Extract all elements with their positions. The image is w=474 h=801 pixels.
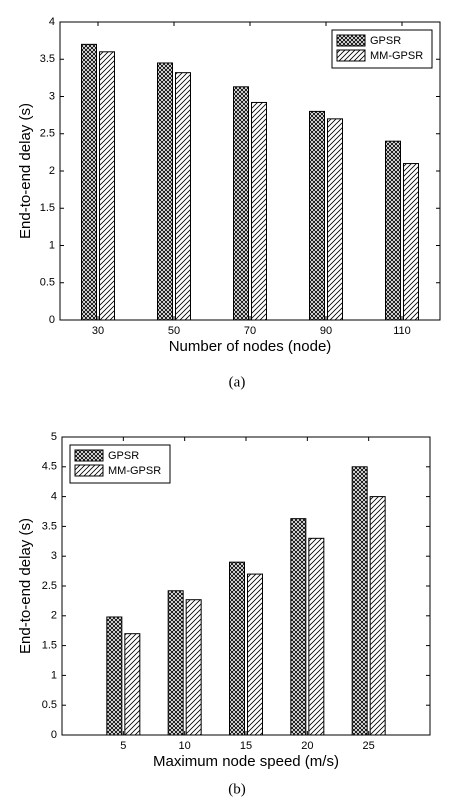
y-tick-label: 3 bbox=[51, 550, 57, 562]
bar bbox=[351, 466, 368, 736]
bar bbox=[185, 599, 202, 736]
caption: (a) bbox=[229, 374, 246, 390]
legend-swatch bbox=[74, 464, 104, 477]
y-tick-label: 2.5 bbox=[42, 580, 57, 592]
chart: 0 0.5 1 1.5 2 2.5 3 3.5 4 30 50 70 90 110 GPSR MM-GPSR N… bbox=[17, 16, 441, 390]
y-tick-label: 1 bbox=[49, 239, 55, 251]
plot-area bbox=[61, 436, 431, 736]
legend-swatch bbox=[336, 49, 366, 62]
x-tick-label: 5 bbox=[120, 740, 126, 752]
bar bbox=[99, 51, 115, 321]
x-tick-label: 70 bbox=[244, 325, 256, 337]
y-tick-label: 1.5 bbox=[40, 202, 55, 214]
bar bbox=[233, 86, 249, 321]
bar bbox=[124, 633, 141, 736]
bar bbox=[247, 573, 263, 736]
x-tick-label: 20 bbox=[301, 740, 313, 752]
x-tick-label: 50 bbox=[168, 325, 180, 337]
y-tick-label: 3 bbox=[49, 90, 55, 102]
y-axis-label: End-to-end delay (s) bbox=[17, 103, 34, 239]
x-axis-label: Maximum node speed (m/s) bbox=[153, 753, 339, 770]
x-tick-label: 25 bbox=[363, 740, 375, 752]
y-tick-label: 2 bbox=[49, 165, 55, 177]
bar bbox=[167, 590, 184, 736]
caption: (b) bbox=[228, 781, 246, 797]
x-axis-label: Number of nodes (node) bbox=[169, 338, 332, 355]
legend-label: GPSR bbox=[370, 35, 401, 47]
y-tick-label: 0.5 bbox=[40, 277, 55, 289]
chart: 0 0.5 1 1.5 2 2.5 3 3.5 4 4.5 5 5 10 15 20 25 GPSR MM-GPS… bbox=[17, 431, 431, 797]
y-tick-label: 4 bbox=[51, 491, 57, 503]
y-tick-label: 3.5 bbox=[40, 53, 55, 65]
y-tick-label: 0.5 bbox=[42, 699, 57, 711]
bar bbox=[403, 163, 419, 321]
y-tick-label: 5 bbox=[51, 431, 57, 443]
legend-label: MM-GPSR bbox=[108, 465, 161, 477]
x-tick-label: 110 bbox=[393, 325, 411, 337]
bar bbox=[369, 496, 386, 736]
x-tick-label: 10 bbox=[179, 740, 191, 752]
bar bbox=[157, 62, 173, 321]
y-tick-label: 0 bbox=[51, 729, 57, 741]
y-tick-label: 3.5 bbox=[42, 520, 57, 532]
bar bbox=[251, 101, 267, 321]
bar bbox=[327, 118, 343, 321]
x-tick-label: 15 bbox=[240, 740, 252, 752]
bar bbox=[106, 616, 123, 736]
legend-swatch bbox=[74, 449, 104, 462]
y-axis-label: End-to-end delay (s) bbox=[17, 518, 34, 654]
bar bbox=[81, 43, 97, 321]
bar bbox=[229, 561, 245, 736]
legend-label: GPSR bbox=[108, 450, 139, 462]
y-tick-label: 2 bbox=[51, 610, 57, 622]
y-tick-label: 1.5 bbox=[42, 640, 57, 652]
y-tick-label: 4 bbox=[49, 16, 55, 28]
y-tick-label: 2.5 bbox=[40, 128, 55, 140]
legend-label: MM-GPSR bbox=[370, 50, 423, 62]
bar bbox=[175, 72, 191, 321]
x-tick-label: 30 bbox=[92, 325, 104, 337]
bar bbox=[385, 140, 401, 321]
bar bbox=[308, 537, 325, 736]
plot-area bbox=[59, 21, 441, 321]
x-tick-label: 90 bbox=[320, 325, 332, 337]
y-tick-label: 0 bbox=[49, 314, 55, 326]
bar bbox=[309, 110, 325, 321]
y-tick-label: 1 bbox=[51, 669, 57, 681]
bar bbox=[290, 518, 307, 736]
y-tick-label: 4.5 bbox=[42, 461, 57, 473]
legend-swatch bbox=[336, 34, 366, 47]
